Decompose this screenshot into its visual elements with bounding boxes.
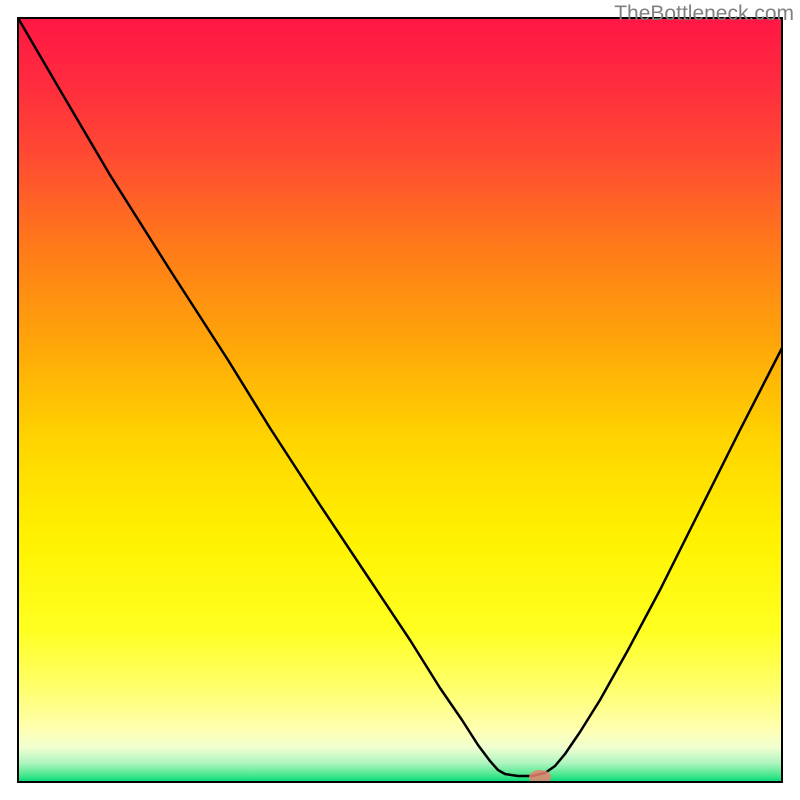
bottleneck-chart: TheBottleneck.com xyxy=(0,0,800,800)
attribution-label: TheBottleneck.com xyxy=(614,2,794,26)
plot-background xyxy=(18,18,782,782)
chart-svg xyxy=(0,0,800,800)
